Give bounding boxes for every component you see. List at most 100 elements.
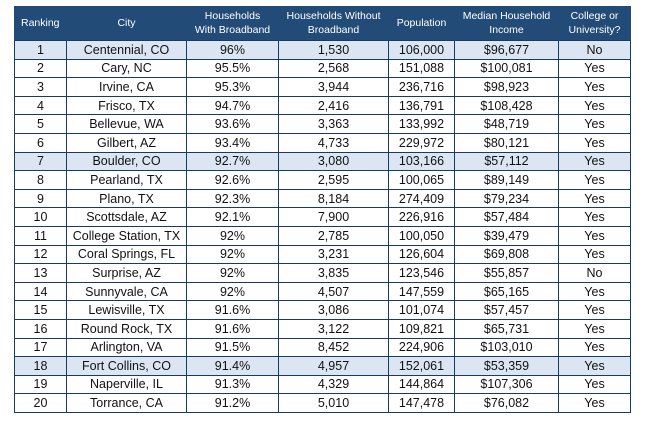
cell-ranking: 11: [14, 225, 67, 246]
cell-households-with-broadband: 92.7%: [186, 151, 279, 172]
table-row: 17 Arlington, VA 91.5% 8,452 224,906 $103,010…: [14, 337, 631, 358]
cell-median-household-income: $65,165: [454, 281, 559, 302]
cell-households-with-broadband: 91.5%: [186, 337, 279, 358]
table-row: 4 Frisco, TX 94.7% 2,416 136,791 $108,428 Yes: [14, 95, 631, 116]
cell-population: 144,864: [388, 374, 455, 395]
header-population: Population: [388, 6, 455, 41]
cell-city: Gilbert, AZ: [66, 132, 187, 153]
cell-city: Torrance, CA: [66, 393, 187, 413]
cell-college-or-university: Yes: [558, 58, 631, 79]
cell-city: Pearland, TX: [66, 170, 187, 190]
cell-households-without-broadband: 5,010: [278, 393, 389, 413]
header-income-line-1: Median Household: [462, 10, 551, 22]
header-median-household-income: Median Household Income: [454, 6, 559, 41]
cell-college-or-university: Yes: [558, 244, 631, 265]
cell-households-with-broadband: 95.3%: [186, 77, 279, 97]
cell-population: 229,972: [388, 132, 455, 153]
cell-households-without-broadband: 2,785: [278, 225, 389, 246]
header-ranking: Ranking: [14, 6, 67, 41]
cell-city: Lewisville, TX: [66, 300, 187, 320]
table-row: 1 Centennial, CO 96% 1,530 106,000 $96,677 No: [14, 40, 631, 60]
cell-median-household-income: $57,484: [454, 207, 559, 227]
header-income-line-2: Income: [489, 24, 524, 36]
cell-ranking: 15: [14, 300, 67, 320]
cell-households-with-broadband: 92%: [186, 281, 279, 302]
cell-college-or-university: Yes: [558, 393, 631, 413]
cell-city: Round Rock, TX: [66, 318, 187, 339]
cell-college-or-university: Yes: [558, 300, 631, 320]
table-row: 16 Round Rock, TX 91.6% 3,122 109,821 $65,731…: [14, 318, 631, 339]
cell-college-or-university: Yes: [558, 281, 631, 302]
cell-ranking: 13: [14, 263, 67, 283]
cell-households-without-broadband: 3,944: [278, 77, 389, 97]
cell-households-with-broadband: 94.7%: [186, 95, 279, 116]
broadband-ranking-table: Ranking City Households With Broadband H…: [14, 6, 631, 413]
cell-households-without-broadband: 3,122: [278, 318, 389, 339]
cell-households-without-broadband: 7,900: [278, 207, 389, 227]
table-row: 13 Surprise, AZ 92% 3,835 123,546 $55,857 No: [14, 263, 631, 283]
cell-median-household-income: $65,731: [454, 318, 559, 339]
cell-ranking: 18: [14, 356, 67, 376]
cell-ranking: 17: [14, 337, 67, 358]
header-with-broadband-line-2: With Broadband: [194, 24, 271, 36]
cell-city: Naperville, IL: [66, 374, 187, 395]
cell-households-without-broadband: 3,231: [278, 244, 389, 265]
cell-households-with-broadband: 91.4%: [186, 356, 279, 376]
cell-city: Scottsdale, AZ: [66, 207, 187, 227]
cell-households-with-broadband: 93.4%: [186, 132, 279, 153]
cell-population: 147,559: [388, 281, 455, 302]
table-row: 11 College Station, TX 92% 2,785 100,050 $39,…: [14, 225, 631, 246]
cell-households-without-broadband: 4,507: [278, 281, 389, 302]
cell-city: Coral Springs, FL: [66, 244, 187, 265]
header-households-without-broadband: Households Without Broadband: [278, 6, 389, 41]
cell-median-household-income: $79,234: [454, 188, 559, 209]
cell-college-or-university: No: [558, 263, 631, 283]
cell-households-with-broadband: 96%: [186, 40, 279, 60]
header-without-broadband-line-1: Households Without: [286, 10, 381, 22]
cell-households-with-broadband: 92%: [186, 263, 279, 283]
cell-ranking: 10: [14, 207, 67, 227]
cell-households-with-broadband: 92.1%: [186, 207, 279, 227]
table-row: 15 Lewisville, TX 91.6% 3,086 101,074 $57,457…: [14, 300, 631, 320]
cell-households-with-broadband: 92%: [186, 244, 279, 265]
cell-households-with-broadband: 91.3%: [186, 374, 279, 395]
cell-households-with-broadband: 93.6%: [186, 114, 279, 134]
cell-ranking: 3: [14, 77, 67, 97]
cell-households-without-broadband: 3,086: [278, 300, 389, 320]
cell-households-without-broadband: 1,530: [278, 40, 389, 60]
cell-population: 152,061: [388, 356, 455, 376]
table-row: 19 Naperville, IL 91.3% 4,329 144,864 $107,30…: [14, 374, 631, 395]
cell-college-or-university: Yes: [558, 114, 631, 134]
cell-median-household-income: $107,306: [454, 374, 559, 395]
cell-households-without-broadband: 2,416: [278, 95, 389, 116]
cell-college-or-university: Yes: [558, 318, 631, 339]
header-city: City: [66, 6, 187, 41]
cell-median-household-income: $39,479: [454, 225, 559, 246]
cell-ranking: 9: [14, 188, 67, 209]
header-row: Ranking City Households With Broadband H…: [14, 6, 631, 41]
cell-households-without-broadband: 4,733: [278, 132, 389, 153]
cell-median-household-income: $76,082: [454, 393, 559, 413]
cell-college-or-university: Yes: [558, 356, 631, 376]
cell-households-without-broadband: 8,452: [278, 337, 389, 358]
cell-median-household-income: $98,923: [454, 77, 559, 97]
cell-households-with-broadband: 91.6%: [186, 300, 279, 320]
cell-city: Bellevue, WA: [66, 114, 187, 134]
cell-households-without-broadband: 3,080: [278, 151, 389, 172]
cell-median-household-income: $57,457: [454, 300, 559, 320]
cell-college-or-university: Yes: [558, 225, 631, 246]
header-college-line-2: University?: [568, 24, 621, 36]
cell-population: 236,716: [388, 77, 455, 97]
cell-population: 103,166: [388, 151, 455, 172]
cell-population: 136,791: [388, 95, 455, 116]
cell-population: 100,050: [388, 225, 455, 246]
cell-median-household-income: $108,428: [454, 95, 559, 116]
cell-households-with-broadband: 91.2%: [186, 393, 279, 413]
header-without-broadband-line-2: Broadband: [307, 24, 360, 36]
cell-ranking: 5: [14, 114, 67, 134]
cell-median-household-income: $80,121: [454, 132, 559, 153]
cell-college-or-university: No: [558, 40, 631, 60]
cell-households-without-broadband: 2,568: [278, 58, 389, 79]
cell-median-household-income: $100,081: [454, 58, 559, 79]
cell-ranking: 19: [14, 374, 67, 395]
